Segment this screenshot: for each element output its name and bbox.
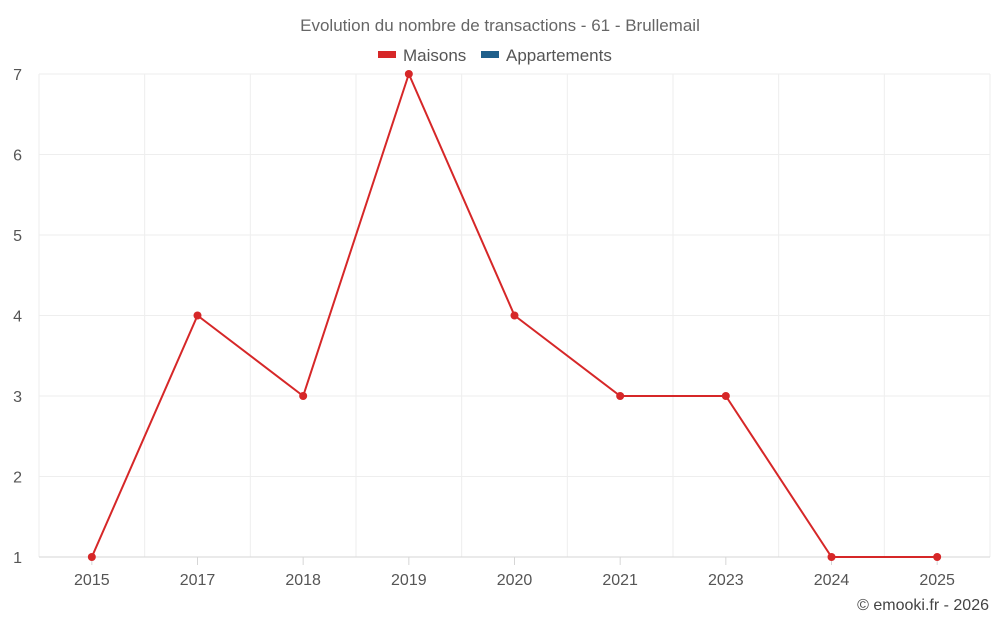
legend[interactable]: Maisons Appartements — [378, 46, 612, 65]
data-point-maisons[interactable] — [404, 70, 413, 78]
y-tick-label: 3 — [13, 389, 22, 406]
y-tick-label: 4 — [13, 309, 22, 326]
data-point-maisons[interactable] — [616, 392, 625, 400]
series — [87, 70, 942, 561]
chart-title: Evolution du nombre de transactions - 61… — [300, 16, 700, 35]
data-point-maisons[interactable] — [299, 392, 308, 400]
x-tick-label: 2020 — [497, 572, 533, 589]
data-point-maisons[interactable] — [827, 553, 836, 561]
y-tick-label: 6 — [13, 148, 22, 165]
data-point-maisons[interactable] — [933, 553, 942, 561]
y-axis-ticks: 1 2 3 4 5 6 7 — [13, 67, 22, 567]
x-tick-label: 2019 — [391, 572, 427, 589]
legend-label-appartements[interactable]: Appartements — [506, 46, 612, 65]
y-tick-label: 2 — [13, 470, 22, 487]
data-point-maisons[interactable] — [510, 311, 519, 320]
x-tick-label: 2017 — [180, 572, 216, 589]
y-tick-label: 5 — [13, 228, 22, 245]
x-tick-label: 2018 — [285, 572, 321, 589]
x-tick-label: 2021 — [602, 572, 638, 589]
y-tick-label: 1 — [13, 550, 22, 567]
legend-swatch-appartements[interactable] — [481, 51, 499, 58]
x-tick-label: 2015 — [74, 572, 110, 589]
credit-text: © emooki.fr - 2026 — [857, 597, 989, 614]
data-point-maisons[interactable] — [87, 553, 96, 561]
data-point-maisons[interactable] — [193, 311, 202, 320]
data-point-maisons[interactable] — [721, 392, 730, 400]
y-tick-label: 7 — [13, 67, 22, 84]
x-tick-label: 2024 — [814, 572, 850, 589]
legend-label-maisons[interactable]: Maisons — [403, 46, 466, 65]
x-axis-ticks: 2015 2017 2018 2019 2020 2021 2023 2024 2025 — [74, 557, 955, 589]
x-tick-label: 2025 — [919, 572, 955, 589]
legend-swatch-maisons[interactable] — [378, 51, 396, 58]
x-tick-label: 2023 — [708, 572, 744, 589]
